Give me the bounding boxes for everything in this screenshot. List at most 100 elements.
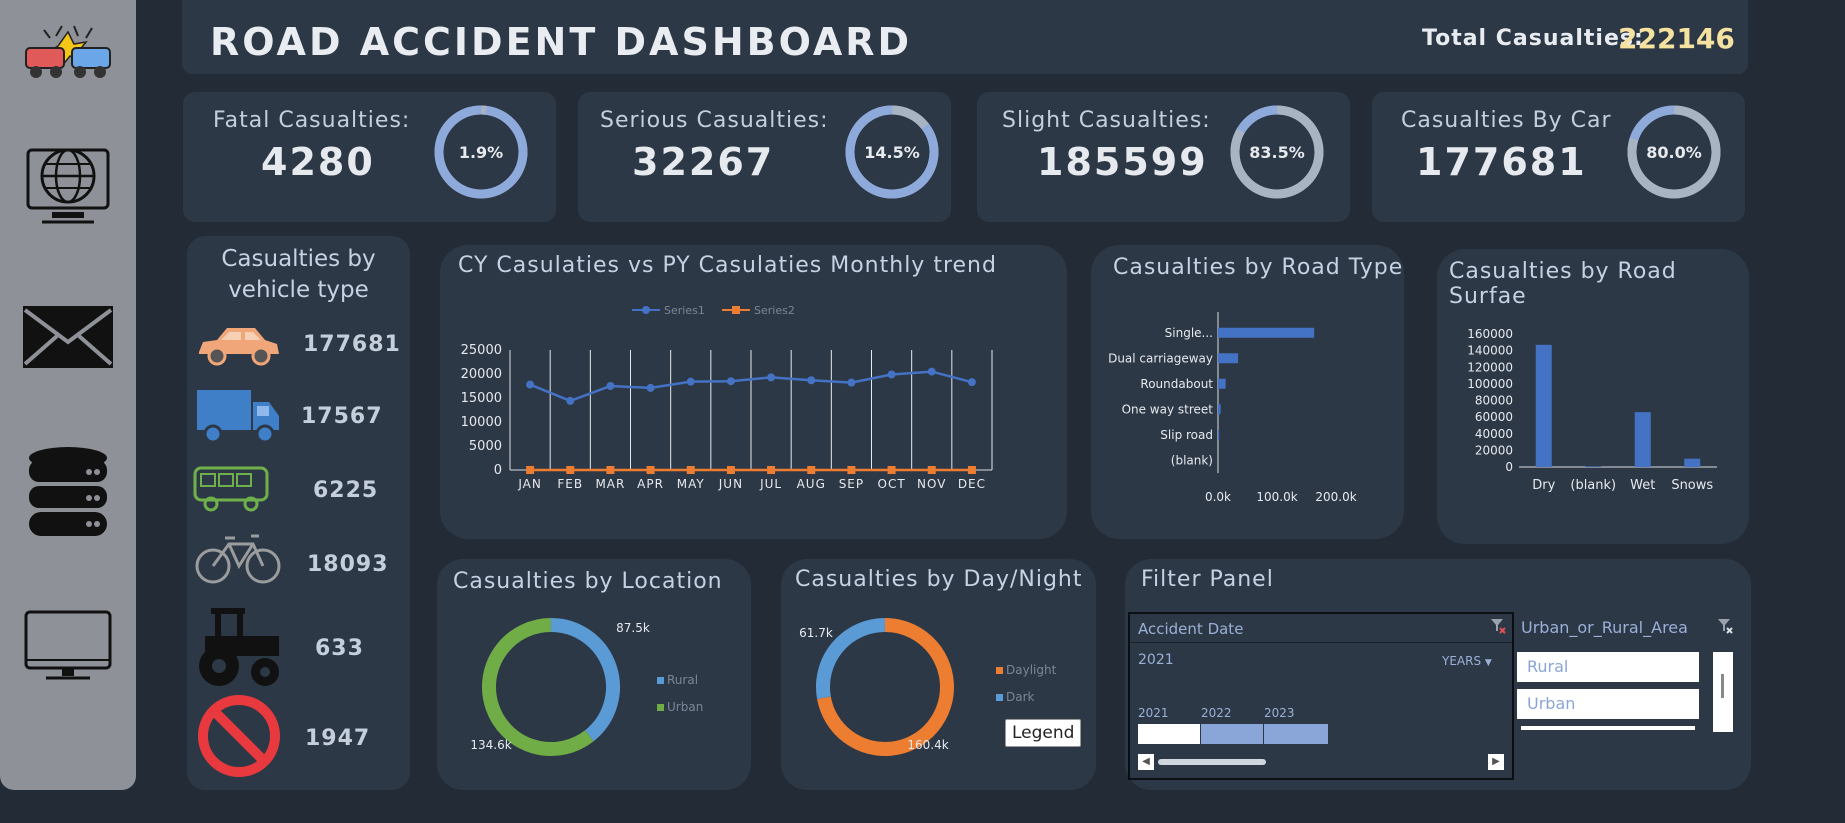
y-tick-label: 25000 — [461, 343, 502, 358]
scroll-left-icon[interactable]: ◀ — [1138, 754, 1154, 770]
x-tick-label: NOV — [917, 477, 946, 491]
data-point — [566, 396, 575, 405]
urban-rural-slicer[interactable]: Urban_or_Rural_Area Rural Urban — [1517, 612, 1741, 732]
kpi-value: 177681 — [1416, 140, 1587, 184]
data-point — [927, 466, 936, 474]
timeline-bar-2023[interactable] — [1264, 724, 1328, 744]
kpi-donut-segment — [1627, 105, 1721, 199]
monitor-icon[interactable] — [0, 608, 136, 684]
kpi-donut-segment — [891, 105, 929, 130]
timeline-level-label: YEARS — [1442, 654, 1482, 668]
slicer-scroll-thumb[interactable] — [1721, 674, 1724, 698]
vehicle-value-truck: 17567 — [301, 404, 383, 429]
database-icon[interactable] — [0, 446, 136, 540]
data-point — [927, 367, 936, 376]
data-point — [807, 466, 816, 474]
vehicle-value-bus: 6225 — [313, 478, 379, 503]
category-label: (blank) — [1171, 453, 1213, 467]
scroll-thumb[interactable] — [1158, 759, 1266, 765]
bar — [1634, 412, 1651, 467]
data-point — [566, 466, 575, 474]
chart-title: Casualties by Day/Night — [795, 567, 1083, 592]
timeline-bar-2022[interactable] — [1201, 724, 1263, 744]
x-tick-label: 0.0k — [1205, 490, 1231, 504]
timeline-level-dropdown[interactable]: YEARS ▼ — [1442, 654, 1492, 668]
vehicle-title-line2: vehicle type — [228, 277, 369, 303]
legend-marker — [642, 306, 650, 314]
data-point — [767, 466, 776, 474]
legend-label: Rural — [667, 673, 698, 687]
kpi-donut-remaining — [845, 105, 939, 199]
data-point — [526, 466, 535, 474]
kpi-value: 4280 — [261, 140, 375, 184]
data-point — [847, 466, 856, 474]
page-title: ROAD ACCIDENT DASHBOARD — [210, 20, 913, 64]
legend-swatch — [657, 677, 664, 684]
y-tick-label: 10000 — [461, 415, 502, 430]
slicer-scrollbar[interactable] — [1713, 652, 1733, 732]
scroll-right-icon[interactable]: ▶ — [1488, 754, 1504, 770]
x-tick-label: SEP — [839, 477, 864, 491]
donut-slice — [817, 618, 954, 756]
clear-filter-icon[interactable] — [1717, 618, 1733, 638]
y-tick-label: 5000 — [469, 439, 502, 454]
kpi-donut-remaining — [1627, 105, 1721, 199]
filter-panel: Filter Panel Accident Date 2021 YEARS ▼ … — [1125, 559, 1751, 790]
timeline-year-label: 2021 — [1138, 706, 1169, 720]
kpi-donut-segment — [1230, 105, 1324, 199]
data-point — [767, 373, 776, 382]
bar — [1218, 378, 1226, 389]
y-tick-label: 20000 — [1475, 443, 1513, 457]
data-point — [967, 466, 976, 474]
mail-icon[interactable] — [0, 302, 136, 370]
bar — [1218, 404, 1221, 415]
donut-slice — [482, 618, 594, 756]
data-point — [526, 380, 535, 389]
no-entry-icon — [198, 695, 280, 777]
data-point — [646, 383, 655, 392]
kpi-value: 32267 — [632, 140, 775, 184]
kpi-donut: 80.0% — [1627, 105, 1721, 199]
slicer-item-urban[interactable]: Urban — [1517, 689, 1699, 719]
x-tick-label: Wet — [1630, 478, 1655, 493]
bar — [1684, 458, 1701, 467]
data-point — [967, 378, 976, 387]
y-tick-label: 60000 — [1475, 410, 1513, 424]
filter-panel-title: Filter Panel — [1141, 567, 1274, 592]
monthly-trend-card: CY Casulaties vs PY Casulaties Monthly t… — [440, 245, 1067, 539]
kpi-value: 185599 — [1037, 140, 1208, 184]
slicer-item-rural[interactable]: Rural — [1517, 652, 1699, 682]
globe-monitor-icon[interactable] — [0, 140, 136, 232]
x-tick-label: MAR — [595, 477, 625, 491]
y-tick-label: 0 — [494, 463, 502, 478]
slicer-divider — [1130, 642, 1512, 643]
bar — [1218, 429, 1220, 440]
x-tick-label: 100.0k — [1256, 490, 1297, 504]
road-type-card: Casualties by Road Type Single... Dual ca… — [1091, 245, 1404, 539]
clear-filter-icon[interactable] — [1490, 618, 1506, 638]
legend-button[interactable]: Legend — [1005, 719, 1082, 747]
timeline-bar-2021[interactable] — [1138, 724, 1200, 744]
truck-icon — [197, 390, 279, 444]
x-tick-label: APR — [637, 477, 664, 491]
timeline-scrollbar[interactable]: ◀ ▶ — [1138, 754, 1504, 770]
bicycle-icon — [195, 534, 281, 584]
bus-icon — [193, 466, 269, 512]
crash-icon[interactable] — [0, 22, 136, 86]
data-label: 160.4k — [907, 738, 948, 752]
chart-title: Casualties by Road Surfae — [1449, 259, 1677, 309]
sidebar — [0, 0, 136, 790]
x-tick-label: JAN — [517, 477, 542, 491]
legend-label: Daylight — [1006, 663, 1057, 677]
bar — [1535, 344, 1552, 467]
timeline-year-label: 2023 — [1264, 706, 1295, 720]
category-label: One way street — [1122, 402, 1214, 416]
kpi-card-slight: Slight Casualties: 185599 83.5% — [977, 92, 1350, 222]
total-casualties-value: 222146 — [1618, 22, 1735, 55]
x-tick-label: FEB — [557, 477, 583, 491]
legend-swatch — [996, 694, 1003, 701]
kpi-donut: 1.9% — [434, 105, 528, 199]
data-point — [726, 377, 735, 386]
vehicle-value-other: 1947 — [305, 726, 371, 751]
accident-date-slicer[interactable]: Accident Date 2021 YEARS ▼ 2021 2022 202… — [1128, 612, 1514, 780]
